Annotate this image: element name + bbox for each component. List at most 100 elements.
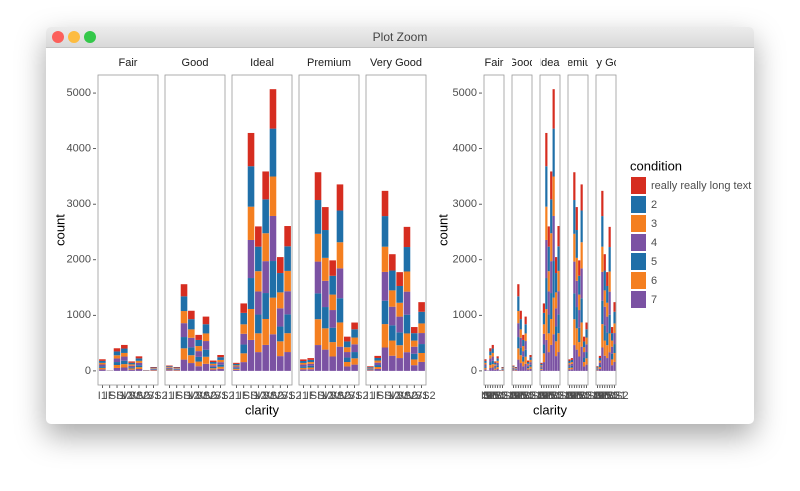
bar-segment [166,369,173,371]
x-tick-label: VVS1 [199,390,227,402]
bar-segment [585,358,588,365]
bar-segment [491,360,494,365]
minimize-button[interactable] [68,31,80,43]
bar-segment [598,355,601,358]
bar-segment [491,348,494,353]
bar-segment [517,323,520,338]
y-tick-label: 2000 [67,254,91,266]
bar-segment [557,333,560,353]
bar-segment [195,366,202,371]
bar-segment [494,369,497,371]
bar-segment [173,369,180,370]
bar-segment [381,300,389,325]
bar-segment [573,200,576,234]
bar-segment [606,302,609,317]
bar-segment [307,365,314,368]
bar-segment [547,352,550,371]
bar-segment [166,365,173,367]
bar-segment [550,318,553,345]
bar-segment [603,355,606,371]
bar-segment [552,261,555,298]
x-tick-label: VVS2 [488,390,516,402]
bar-segment [389,340,396,356]
bar-segment [150,370,157,371]
x-tick-label: VVS2 [274,390,302,402]
bar-segment [501,368,504,370]
bar-segment [322,207,329,231]
x-axis-label: clarity [245,402,279,417]
bar-segment [568,367,571,370]
bar-segment [217,364,224,367]
bar-segment [580,184,583,211]
bar-segment [307,362,314,364]
bar-segment [496,367,499,369]
bar-segment [367,366,374,367]
bar-segment [542,333,545,345]
bar-segment [552,297,555,335]
bar-segment [557,352,560,371]
bar-segment [603,325,606,341]
bar-segment [128,361,135,363]
bar-segment [608,226,611,248]
bar-segment [247,308,255,340]
bar-segment [329,356,336,371]
bar-segment [608,291,611,315]
bar-segment [540,362,543,364]
bar-segment [512,370,515,371]
bar-segment [542,303,545,313]
bar-segment [585,329,588,338]
bar-segment [329,310,336,328]
bar-segment [603,340,606,356]
bar-segment [284,314,291,334]
bar-segment [550,233,553,262]
bar-segment [188,319,195,330]
bar-segment [113,348,121,352]
bar-segment [329,275,336,295]
bar-segment [606,316,609,333]
bar-segment [514,369,517,371]
bar-segment [180,296,188,312]
bar-segment [575,328,578,350]
bar-segment [269,128,277,177]
bar-segment [403,314,411,334]
bar-segment [262,344,269,371]
bar-segment [529,362,532,365]
bar-segment [367,369,374,370]
bar-segment [396,316,403,333]
x-tick-label: VS2 [129,390,150,402]
bar-segment [262,171,269,200]
bar-segment [411,353,418,360]
bar-segment [608,314,611,334]
bar-segment [496,368,499,371]
bar-segment [173,368,180,369]
bar-segment [374,366,381,369]
bar-segment [514,366,517,368]
bar-segment [489,355,492,359]
bar-segment [150,366,157,368]
bar-segment [484,367,487,370]
close-button[interactable] [52,31,64,43]
x-tick-label: SI1 [176,390,193,402]
bar-segment [277,356,284,371]
bar-segment [542,312,545,325]
bar-segment [344,366,351,371]
bar-segment [411,327,418,334]
bar-segment [601,216,604,247]
x-tick-label: VVS1 [542,390,570,402]
bar-segment [277,341,284,357]
bar-segment [555,356,558,371]
bar-segment [557,314,560,334]
bar-segment [195,339,202,347]
bar-segment [217,359,224,363]
bar-segment [121,352,128,357]
bar-segment [580,346,583,371]
bar-segment [367,367,374,369]
bar-segment [135,368,143,371]
bar-segment [598,360,601,363]
zoom-button[interactable] [84,31,96,43]
x-tick-label: I1 [232,390,241,402]
bar-segment [411,359,418,366]
y-tick-label: 1000 [67,309,91,321]
bar-segment [603,306,606,326]
